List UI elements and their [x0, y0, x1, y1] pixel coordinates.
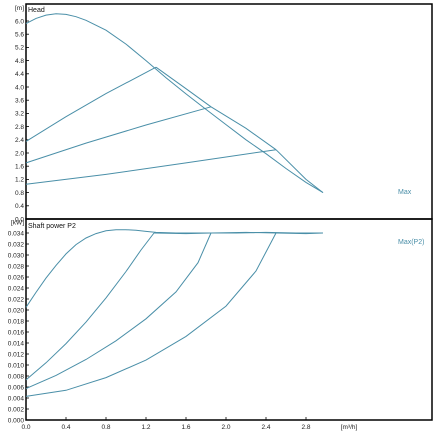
power-series-4	[153, 231, 324, 235]
x-tick-label: 1.6	[181, 424, 190, 431]
power-curve-label: Max(P2)	[398, 239, 424, 246]
head-y-tick-label: 2.0	[15, 150, 24, 157]
head-series-3	[25, 106, 212, 164]
power-panel: Shaft power P2 0.000 0.002 0.004 0.006 0.008…	[8, 218, 433, 424]
power-panel-frame	[25, 218, 433, 421]
head-series-0	[25, 13, 324, 194]
power-series-2	[25, 232, 212, 390]
head-y-tick-label: 2.4	[15, 137, 24, 144]
head-y-axis: 0.0 0.4 0.8 1.2 1.6 2.0 2.4 2.8 3.2 3.6 4.0 4.4 4.8 5…	[15, 5, 29, 223]
head-y-tick-label: 2.8	[15, 124, 24, 131]
head-y-tick-label: 3.6	[15, 98, 24, 105]
head-series-6	[275, 149, 324, 193]
head-panel-frame	[25, 3, 433, 220]
power-y-tick-label: 0.034	[8, 230, 25, 237]
head-y-tick-label: 4.8	[15, 58, 24, 65]
power-y-tick-label: 0.000	[8, 417, 25, 424]
head-y-tick-label: 1.2	[15, 177, 24, 184]
power-y-tick-label: 0.012	[8, 351, 25, 358]
head-panel: Head 0.0 0.4 0.8 1.2 1.6 2.0 2.4 2.8 3.2 3.6 4.0 4.…	[15, 3, 433, 223]
x-axis-unit: [m³/h]	[341, 424, 358, 431]
power-y-tick-label: 0.024	[8, 285, 25, 292]
power-y-axis: 0.000 0.002 0.004 0.006 0.008 0.010 0.012 0.014…	[8, 219, 29, 424]
head-y-tick-label: 0.0	[15, 216, 24, 223]
head-y-tick-label: 5.6	[15, 32, 24, 39]
head-curves	[25, 13, 324, 194]
power-y-tick-label: 0.002	[8, 406, 25, 413]
power-y-tick-label: 0.008	[8, 373, 25, 380]
head-series-1	[25, 66, 157, 142]
power-series-3	[25, 232, 277, 397]
x-tick-label: 1.2	[141, 424, 150, 431]
power-y-tick-label: 0.016	[8, 329, 25, 336]
head-title: Head	[28, 7, 45, 14]
power-series-0	[25, 229, 323, 308]
x-tick-label: 0.4	[61, 424, 70, 431]
x-tick-label: 0.0	[21, 424, 30, 431]
power-y-tick-label: 0.018	[8, 318, 25, 325]
power-y-tick-label: 0.004	[8, 395, 25, 402]
power-y-tick-label: 0.030	[8, 252, 25, 259]
x-axis: 0.0 0.4 0.8 1.2 1.6 2.0 2.4 2.8 [m³/h]	[21, 417, 357, 431]
power-y-tick-label: 0.014	[8, 340, 25, 347]
head-y-tick-label: 4.0	[15, 84, 24, 91]
head-y-tick-label: 6.0	[15, 18, 24, 25]
head-y-tick-label: 0.8	[15, 190, 24, 197]
head-y-tick-label: 5.2	[15, 45, 24, 52]
power-y-tick-label: 0.020	[8, 307, 25, 314]
x-tick-label: 2.0	[221, 424, 230, 431]
head-series-5	[25, 149, 277, 185]
head-y-tick-label: [m]	[15, 5, 24, 12]
head-series-2	[155, 66, 212, 108]
power-y-tick-label: 0.006	[8, 384, 25, 391]
head-curve-label: Max	[398, 189, 412, 196]
power-series-1	[25, 232, 155, 381]
x-tick-label: 2.4	[261, 424, 270, 431]
power-title: Shaft power P2	[28, 223, 76, 230]
power-y-tick-label: 0.026	[8, 274, 25, 281]
head-y-tick-label: 0.4	[15, 203, 24, 210]
power-y-tick-label: 0.028	[8, 263, 25, 270]
head-series-4	[210, 106, 277, 151]
x-tick-label: 0.8	[101, 424, 110, 431]
x-tick-label: 2.8	[301, 424, 310, 431]
power-y-tick-label: 0.032	[8, 241, 25, 248]
head-y-tick-label: 4.4	[15, 71, 24, 78]
head-y-tick-label: 3.2	[15, 111, 24, 118]
power-y-tick-label: 0.022	[8, 296, 25, 303]
power-y-tick-label: 0.010	[8, 362, 25, 369]
head-y-tick-label: 1.6	[15, 164, 24, 171]
power-curves	[25, 229, 324, 397]
power-y-tick-label: [kW]	[11, 219, 24, 226]
